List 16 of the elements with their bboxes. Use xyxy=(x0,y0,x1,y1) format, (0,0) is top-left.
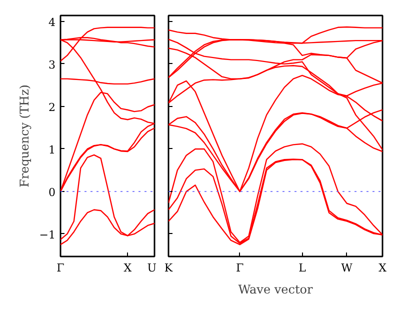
y-tick-label: 1 xyxy=(48,143,56,156)
x-tick-label: K xyxy=(164,262,174,274)
y-tick-label: −1 xyxy=(39,228,56,242)
x-tick-label: X xyxy=(124,262,132,274)
y-tick-label: 0 xyxy=(48,186,56,199)
x-tick-label: Γ xyxy=(56,262,65,274)
y-tick-label: 4 xyxy=(48,16,56,29)
x-axis-title: Wave vector xyxy=(238,282,314,296)
y-tick-label: 2 xyxy=(48,100,56,114)
x-tick-label: Γ xyxy=(236,262,244,274)
x-tick-label: U xyxy=(147,262,157,274)
y-tick-label: 3 xyxy=(48,58,56,72)
y-axis-title: Frequency (THz) xyxy=(17,84,32,188)
x-tick-label: X xyxy=(378,262,387,274)
x-tick-label: L xyxy=(298,262,307,274)
x-tick-label: W xyxy=(341,262,354,274)
